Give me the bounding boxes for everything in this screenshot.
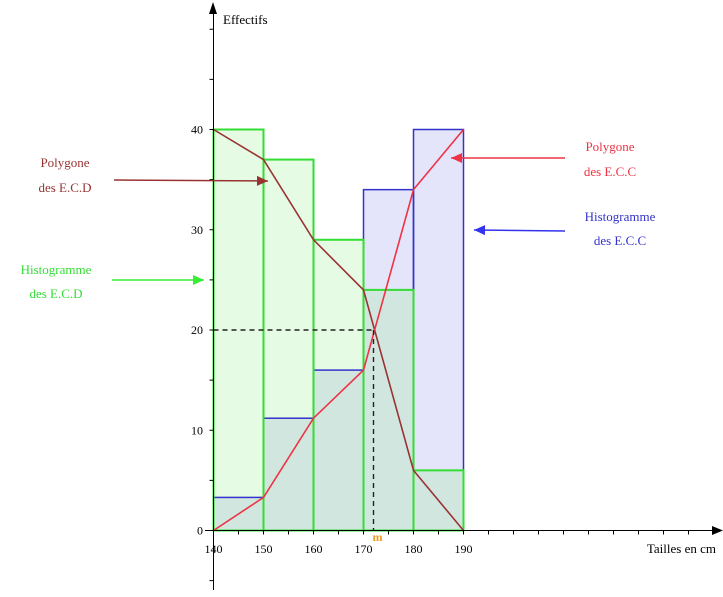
axes-layer: 0 10 20 30 40 140 150 160 170 180 190 Effectifs Tail… bbox=[191, 2, 723, 590]
y-tick-label: 0 bbox=[197, 524, 203, 538]
ecd-polygon-line bbox=[213, 128, 465, 532]
arrow-polygon-ecc-head-icon bbox=[451, 153, 462, 163]
polygon-ecc-label-line1: Polygone bbox=[585, 139, 634, 154]
x-tick-label: 180 bbox=[405, 542, 423, 556]
arrow-histogram-ecc-head-icon bbox=[474, 225, 486, 236]
polygon-ecd-label-line1: Polygone bbox=[40, 155, 89, 170]
arrow-histogram-ecc bbox=[473, 229, 566, 232]
histogram-ecd-label-line1: Histogramme bbox=[21, 262, 92, 277]
y-tick-label: 20 bbox=[191, 323, 203, 337]
histogram-layer bbox=[212, 128, 465, 532]
y-axis-arrow-icon bbox=[209, 2, 217, 14]
arrow-polygon-ecd-head-icon bbox=[256, 175, 268, 186]
histogram-overlap-fill bbox=[363, 289, 414, 531]
x-tick-label: 170 bbox=[355, 542, 373, 556]
polygon-layer bbox=[213, 128, 465, 532]
annotation-layer: Polygone des E.C.D Histogramme des E.C.D Pol… bbox=[21, 139, 656, 301]
polygon-ecd-label-line2: des E.C.D bbox=[38, 180, 91, 195]
x-tick-label: 160 bbox=[305, 542, 323, 556]
histogram-ecd-label-line2: des E.C.D bbox=[29, 286, 82, 301]
y-axis-label: Effectifs bbox=[223, 12, 268, 27]
histogram-fill bbox=[363, 189, 414, 290]
histogram-ecc-label-line2: des E.C.C bbox=[594, 233, 646, 248]
arrow-polygon-ecd bbox=[113, 179, 269, 182]
y-tick-label: 40 bbox=[191, 123, 203, 137]
y-tick-label: 10 bbox=[191, 423, 203, 437]
x-axis-label: Tailles en cm bbox=[647, 541, 716, 556]
x-tick-label: 190 bbox=[455, 542, 473, 556]
polygon-ecc-label-line2: des E.C.C bbox=[584, 164, 636, 179]
x-tick-label: 150 bbox=[255, 542, 273, 556]
histogram-fill bbox=[313, 239, 364, 371]
x-tick-label: 140 bbox=[205, 542, 223, 556]
histogram-overlap-fill bbox=[263, 418, 314, 531]
histogram-fill bbox=[263, 159, 314, 419]
y-tick-label: 30 bbox=[191, 223, 203, 237]
histogram-fill bbox=[213, 129, 264, 498]
histogram-ecc-label-line1: Histogramme bbox=[585, 209, 656, 224]
median-layer: m bbox=[213, 329, 383, 544]
median-label: m bbox=[373, 530, 383, 544]
ecc-polygon-line bbox=[213, 128, 465, 532]
histogram-fill bbox=[413, 129, 464, 471]
arrow-histogram-ecd-head-icon bbox=[193, 275, 204, 285]
histogram-overlap-fill bbox=[313, 370, 364, 531]
x-axis-arrow-icon bbox=[712, 526, 723, 535]
